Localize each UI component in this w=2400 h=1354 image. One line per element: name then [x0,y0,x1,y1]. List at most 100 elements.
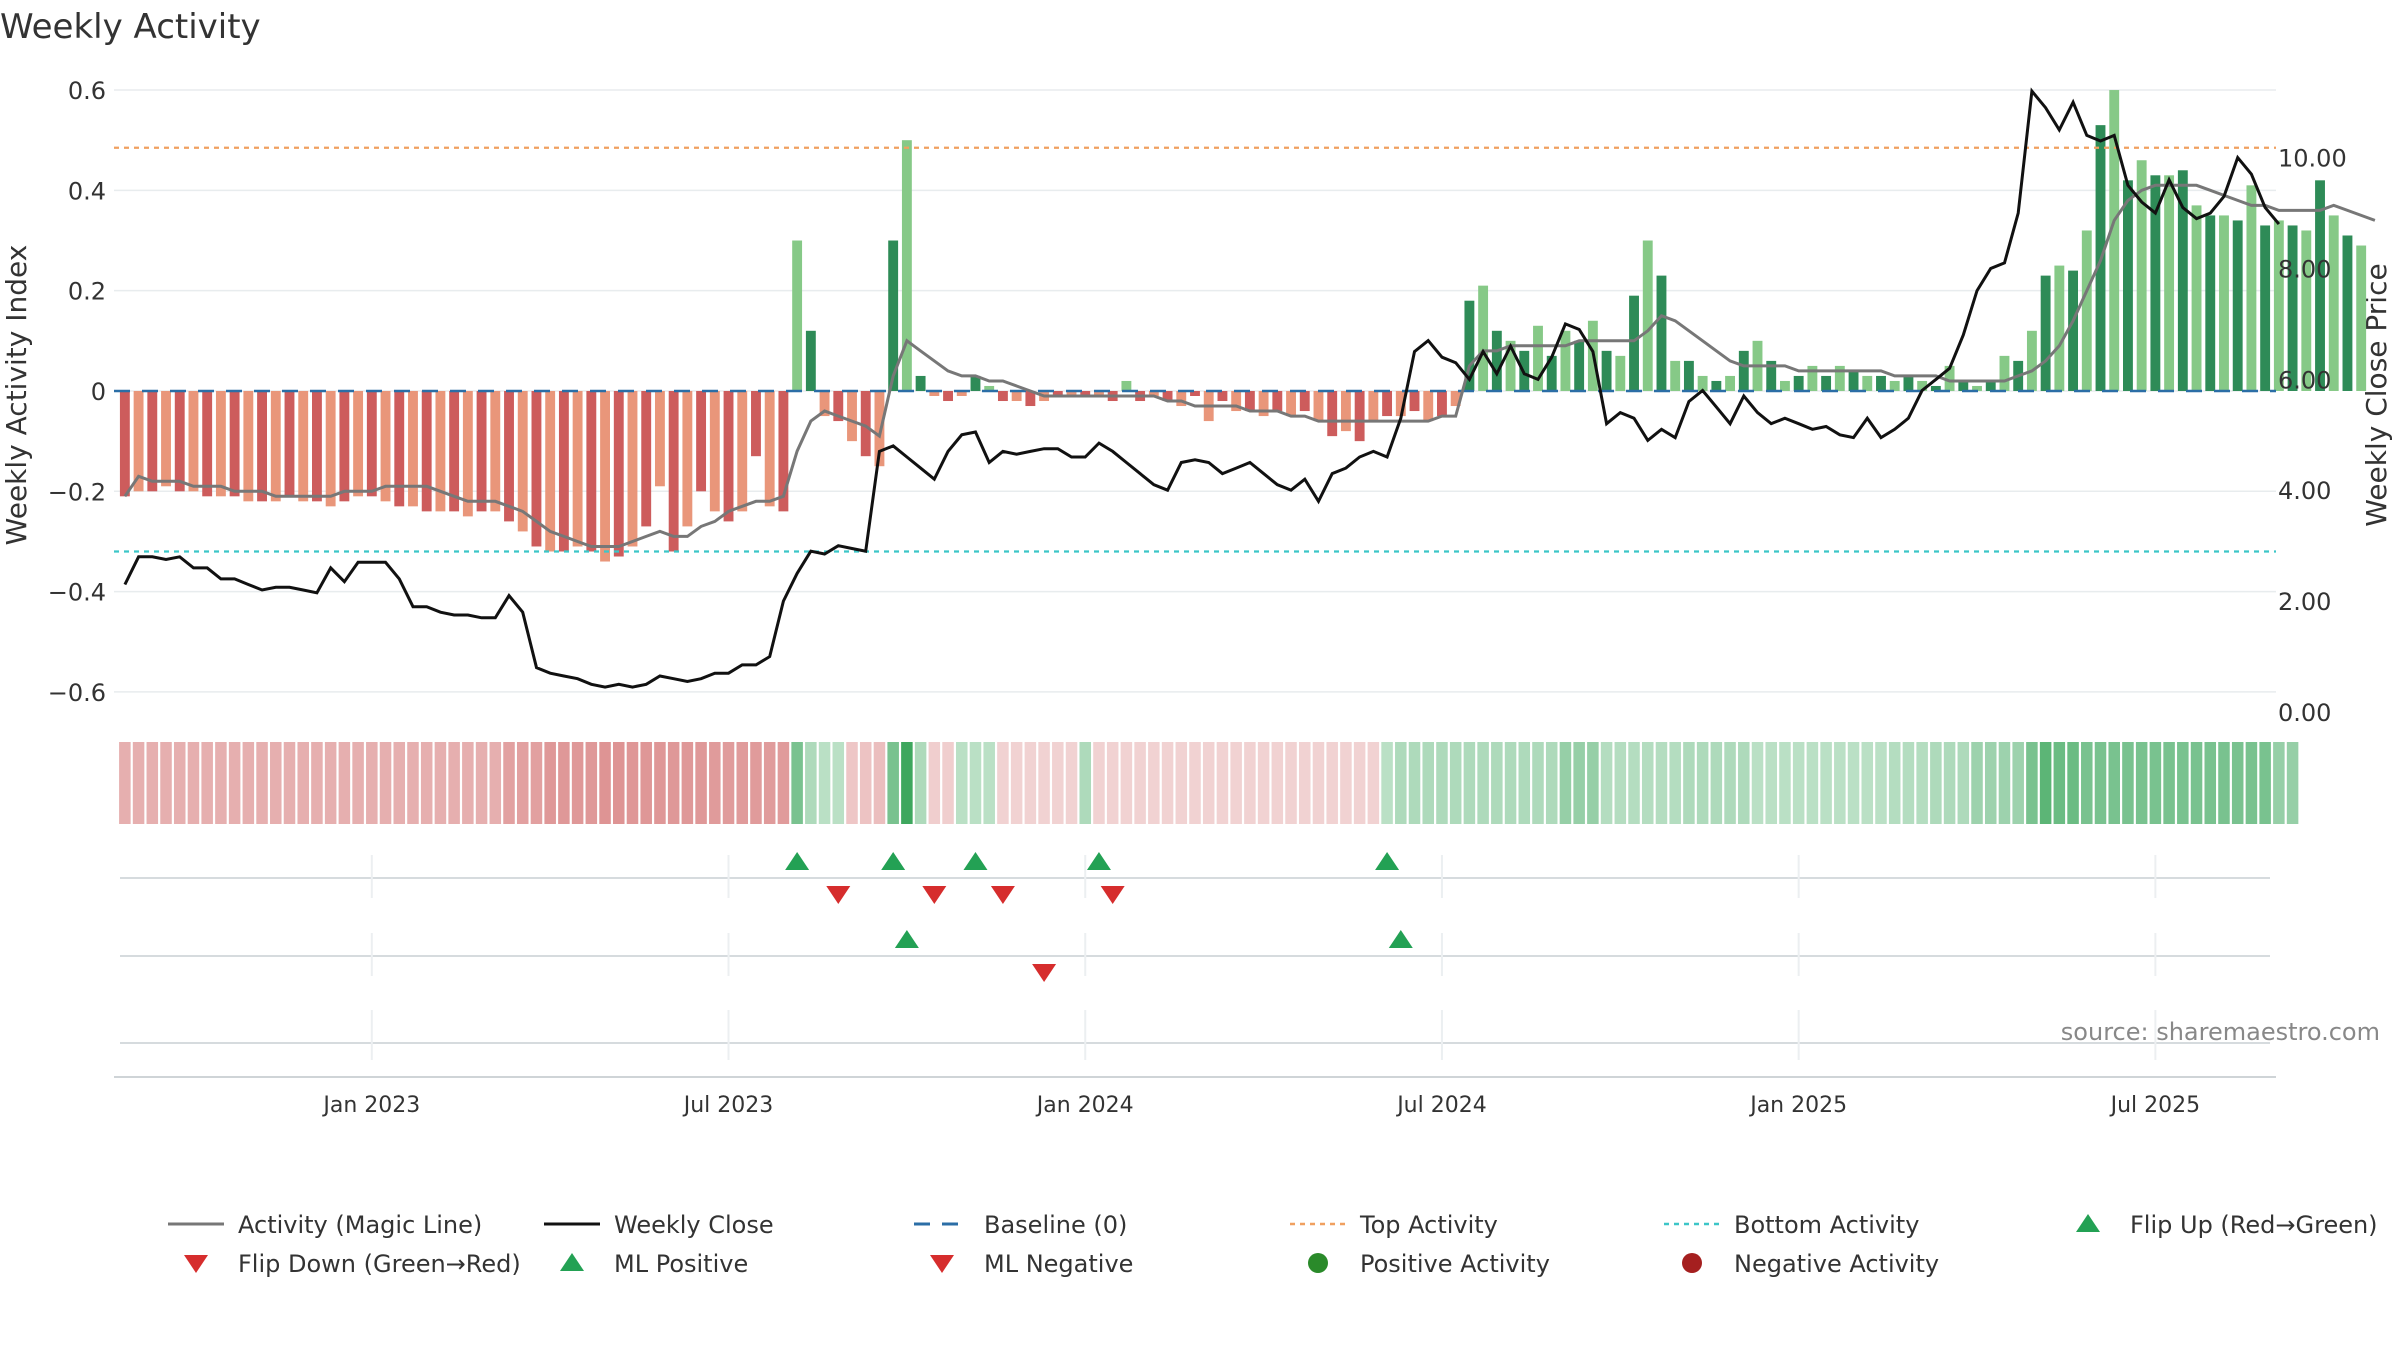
strip-cell [2163,742,2175,824]
activity-bar [1656,275,1667,391]
strip-cell [2231,742,2244,824]
activity-bar [888,240,899,391]
strip-cell [2039,742,2052,824]
activity-bar [1930,385,1941,391]
activity-bar [2164,175,2175,391]
strip-cell [338,742,351,824]
activity-bar [1066,390,1077,396]
activity-bar [1903,375,1914,391]
y-tick-label: −0.4 [48,579,106,607]
strip-cell [750,742,762,824]
activity-bar [229,390,240,497]
activity-bar [2342,235,2353,391]
activity-bar [847,390,857,442]
strip-cell [1587,742,1599,824]
activity-bar [901,140,912,391]
activity-bar [1505,340,1516,391]
strip-cell [1216,742,1229,824]
activity-bar [1876,375,1886,391]
activity-bar [1711,380,1722,391]
strip-cell [407,742,419,824]
strip-cell [1738,742,1750,824]
strip-cell [2094,742,2107,824]
strip-cell [1024,742,1037,824]
activity-bar [1299,390,1310,412]
strip-cell [324,742,337,824]
strip-cell [516,742,529,824]
legend-item: Flip Down (Green→Red) [184,1250,521,1278]
strip-cell [626,742,639,824]
activity-bar [1052,390,1063,396]
strip-cell [846,742,858,824]
strip-cell [832,742,845,824]
activity-bar [1738,350,1749,391]
activity-bar [1793,375,1804,391]
activity-bar [1821,375,1832,391]
y-tick-label: 0.2 [68,278,106,306]
strip-cell [1532,742,1544,824]
activity-bar [147,390,158,492]
activity-bar [1340,390,1351,432]
strip-cell [462,742,474,824]
activity-bar [572,390,583,547]
y-right-tick-label: 6.00 [2278,366,2331,394]
strip-cell [2204,742,2217,824]
strip-cell [1779,742,1791,824]
activity-bar [792,240,803,391]
strip-cell [1847,742,1860,824]
x-tick-label: Jan 2024 [1035,1093,1134,1118]
activity-bar [682,390,693,527]
strip-cell [434,742,447,824]
strip-cell [1792,742,1805,824]
strip-cell [270,742,282,824]
activity-bar [1491,330,1502,391]
legend-swatch [1682,1253,1702,1273]
activity-bar [2040,275,2051,391]
strip-cell [1161,742,1174,824]
activity-bar [558,390,569,552]
activity-bar [915,375,926,391]
legend-item: Positive Activity [1308,1250,1550,1278]
activity-bar [1629,295,1639,391]
activity-bar [2260,225,2271,391]
strip-cell [503,742,515,824]
activity-bar [2315,180,2325,391]
strip-cell [1998,742,2011,824]
strip-cell [242,742,255,824]
strip-cell [1655,742,1668,824]
strip-cell [201,742,213,824]
strip-cell [2286,742,2299,824]
activity-bar [174,390,185,492]
activity-bar [1985,380,1996,391]
strip-cell [1285,742,1297,824]
activity-bar [1094,390,1104,396]
strip-cell [1930,742,1942,824]
legend-item: ML Negative [930,1250,1133,1278]
activity-bar [696,390,707,492]
legend-item: Activity (Magic Line) [168,1211,482,1239]
strip-cell [571,742,584,824]
activity-bar [737,390,748,512]
activity-bar [380,390,391,502]
strip-cell [1353,742,1366,824]
strip-cell [681,742,694,824]
strip-cell [530,742,543,824]
activity-bar [709,390,720,512]
activity-bar [1176,390,1187,407]
lines-layer [114,87,2376,689]
activity-strip [119,742,2299,824]
activity-bar [1807,365,1818,391]
activity-bar [833,390,844,422]
activity-bar [1437,390,1447,417]
chart-title: Weekly Activity [0,7,261,47]
activity-bar [462,390,473,517]
strip-cell [777,742,790,824]
activity-bar [2301,230,2312,391]
strip-cell [859,742,872,824]
flip-up-marker [881,852,906,870]
activity-bar [2150,175,2161,391]
strip-cell [1820,742,1832,824]
strip-cell [256,742,268,824]
activity-bar [2328,215,2339,391]
activity-bar [1080,390,1091,396]
